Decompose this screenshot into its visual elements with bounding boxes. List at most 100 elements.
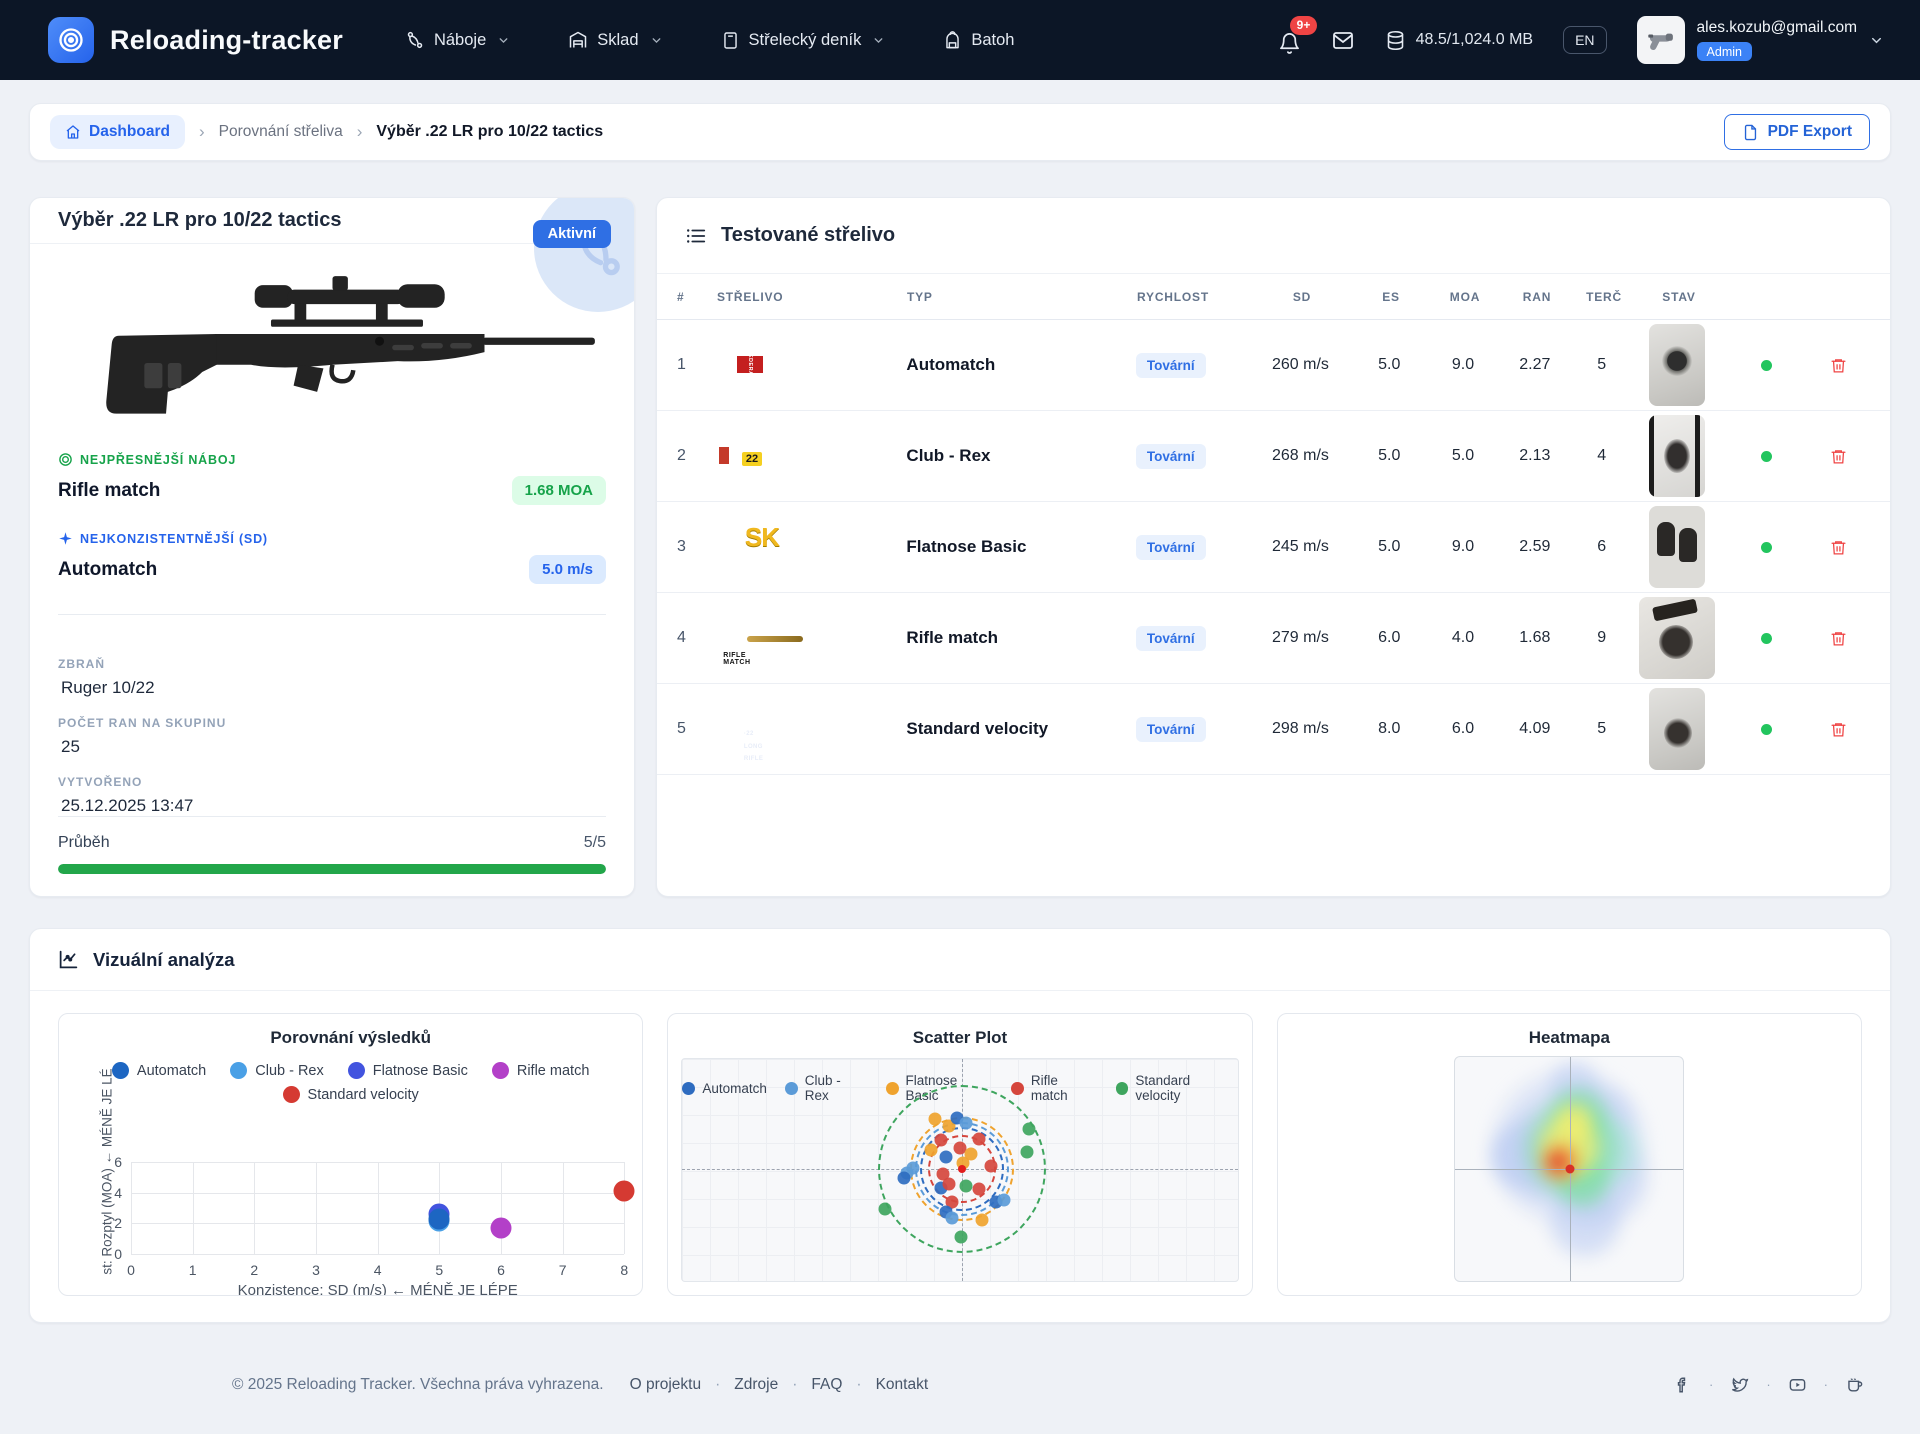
row-number: 5 <box>677 720 686 737</box>
status-cell <box>1726 632 1806 644</box>
center-dot <box>1565 1164 1575 1174</box>
delete-row-icon[interactable] <box>1830 357 1847 374</box>
x-tick-label: 8 <box>620 1262 629 1278</box>
legend-item: Automatch <box>682 1073 767 1103</box>
mail-icon[interactable] <box>1331 28 1355 52</box>
shot-point <box>959 1179 973 1193</box>
shot-point <box>928 1112 942 1126</box>
moa-value: 4.09 <box>1519 720 1551 737</box>
col-header-7: RAN <box>1522 289 1552 304</box>
storage-value: 48.5/1,024.0 MB <box>1415 31 1534 48</box>
visual-analysis-header: Vizuální analýza <box>30 929 1890 991</box>
shot-point <box>953 1141 967 1155</box>
type-badge: Tovární <box>1135 625 1206 651</box>
target-photo[interactable] <box>1648 688 1705 770</box>
youtube-icon[interactable] <box>1788 1375 1807 1394</box>
delete-row-icon[interactable] <box>1830 448 1847 465</box>
status-cell <box>1726 723 1806 735</box>
created-value: 25.12.2025 13:47 <box>61 796 194 815</box>
row-number: 4 <box>677 629 686 646</box>
es-value: 4.0 <box>1451 629 1475 646</box>
y-tick-label: 2 <box>114 1215 122 1232</box>
ammo-name: Automatch <box>906 355 996 374</box>
table-row: 2 22 Club - Rex Tovární 268 m/s 5.0 5.0 … <box>657 411 1890 502</box>
x-tick-label: 3 <box>312 1262 320 1278</box>
divider <box>58 614 606 615</box>
speed-value: 298 m/s <box>1271 720 1329 737</box>
visual-analysis-card: Vizuální analýza Porovnání výsledků Auto… <box>29 928 1891 1323</box>
ammo-photo-cell: SK <box>717 522 907 556</box>
target-photo[interactable] <box>1648 506 1705 588</box>
progress-label: Průběh <box>58 834 110 851</box>
ammo-name: Flatnose Basic <box>906 537 1027 556</box>
notifications-button[interactable]: 9+ <box>1278 15 1318 55</box>
facebook-icon[interactable] <box>1674 1376 1692 1394</box>
col-header-6: MOA <box>1449 289 1481 304</box>
progress-count: 5/5 <box>583 834 606 851</box>
footer-link-2[interactable]: FAQ <box>811 1375 843 1393</box>
nav-item-batoh[interactable]: Batoh <box>943 31 1014 50</box>
sparkle-icon <box>58 531 73 546</box>
ammo-type-cell: Tovární <box>1135 534 1256 560</box>
legend-item: Standard velocity <box>282 1086 419 1103</box>
shot-point <box>1022 1122 1036 1136</box>
selection-title: Výběr .22 LR pro 10/22 tactics <box>58 209 342 231</box>
col-header-8: TERČ <box>1586 289 1622 304</box>
target-photo-cell <box>1627 688 1727 770</box>
delete-row-icon[interactable] <box>1830 539 1847 556</box>
es-value: 9.0 <box>1451 356 1475 373</box>
scatter-plot-area: Automatch Club - Rex Flatnose Basic Rifl… <box>681 1058 1239 1282</box>
tested-ammo-header: Testované střelivo <box>657 198 1890 274</box>
gridline <box>131 1254 625 1255</box>
sd-value: 8.0 <box>1378 720 1401 737</box>
target-photo[interactable] <box>1648 415 1705 497</box>
type-badge: Tovární <box>1135 534 1206 560</box>
row-number: 2 <box>677 447 686 464</box>
data-point <box>428 1208 450 1230</box>
user-menu[interactable]: ales.kozub@gmail.com Admin <box>1636 16 1884 64</box>
breadcrumb-dashboard[interactable]: Dashboard <box>50 115 185 149</box>
footer-link-1[interactable]: Zdroje <box>734 1375 779 1393</box>
nav-item-sklad[interactable]: Sklad <box>568 30 662 50</box>
ammo-name: Rifle match <box>906 628 999 647</box>
nav-item-n-boje[interactable]: Náboje <box>405 30 510 50</box>
y-tick-label: 4 <box>114 1184 122 1201</box>
breadcrumb-separator: › <box>356 122 363 141</box>
pdf-file-icon <box>1742 124 1759 141</box>
target-photo[interactable] <box>1638 597 1715 679</box>
twitter-icon[interactable] <box>1730 1375 1749 1394</box>
legend-label: Automatch <box>136 1062 207 1079</box>
created-label: VYTVOŘENO <box>58 775 143 789</box>
language-switch[interactable]: EN <box>1563 26 1607 54</box>
best-sd-name: Automatch <box>58 558 158 580</box>
breadcrumb-dashboard-label: Dashboard <box>89 123 170 140</box>
x-tick-label: 5 <box>435 1262 444 1278</box>
app-logo[interactable] <box>48 17 94 63</box>
avatar <box>1636 16 1685 64</box>
breadcrumb-comparison[interactable]: Porovnání střeliva <box>218 123 343 140</box>
es-value: 9.0 <box>1451 538 1475 555</box>
brand-title: Reloading-tracker <box>110 24 343 55</box>
footer-link-0[interactable]: O projektu <box>629 1375 702 1393</box>
legend-dot <box>1010 1081 1024 1095</box>
footer-link-3[interactable]: Kontakt <box>875 1375 929 1393</box>
chevron-down-icon <box>1869 33 1884 48</box>
selection-card-body: NEJPŘESNĚJŠÍ NÁBOJ Rifle match 1.68 MOA … <box>30 244 634 896</box>
pdf-export-button[interactable]: PDF Export <box>1723 114 1870 150</box>
delete-row-icon[interactable] <box>1830 721 1847 738</box>
table-row: 3 SK Flatnose Basic Tovární 245 m/s 5.0 … <box>657 502 1890 593</box>
shot-point <box>942 1177 956 1191</box>
target-photo[interactable] <box>1648 324 1705 406</box>
delete-row-icon[interactable] <box>1830 630 1847 647</box>
actions-cell <box>1806 630 1870 647</box>
x-tick-label: 1 <box>188 1262 197 1278</box>
nav-item-st-eleck-den-k[interactable]: Střelecký deník <box>721 31 886 50</box>
ammo-type-cell: Tovární <box>1135 625 1256 651</box>
y-tick-label: 0 <box>114 1246 122 1262</box>
coffee-icon[interactable] <box>1845 1375 1864 1394</box>
legend-label: Rifle match <box>1030 1073 1068 1103</box>
legend-item: Rifle match <box>491 1062 589 1079</box>
shot-point <box>939 1150 953 1164</box>
footer-separator: · <box>715 1375 721 1393</box>
tested-ammo-card: Testované střelivo # STŘELIVO TYP RYCHLOST S… <box>656 197 1891 897</box>
